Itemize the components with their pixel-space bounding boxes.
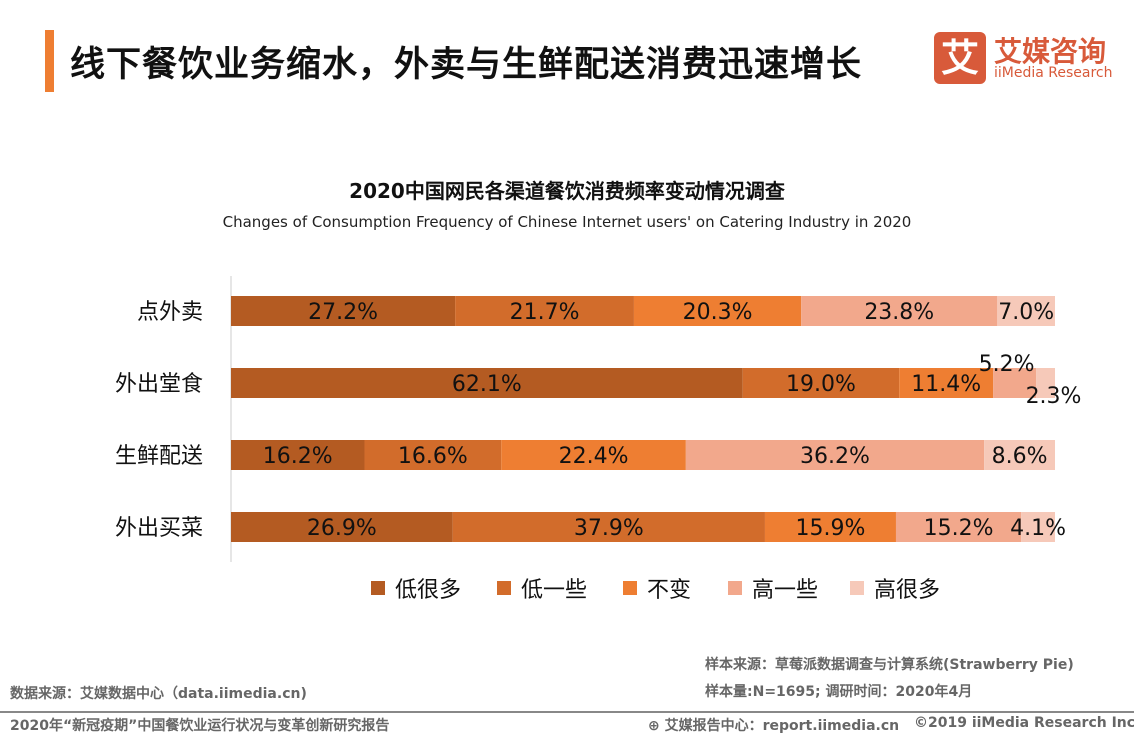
bar-segment (231, 440, 365, 470)
data-label: 23.8% (864, 300, 934, 325)
chart-subtitle: Changes of Consumption Frequency of Chin… (222, 213, 912, 231)
bar-segment (455, 296, 634, 326)
legend-label: 低很多 (395, 578, 461, 603)
report-center-link[interactable]: 艾媒报告中心：report.iimedia.cn (664, 718, 900, 734)
bar-segment (685, 440, 985, 470)
data-label: 8.6% (992, 444, 1048, 469)
report-center: ⊕ 艾媒报告中心：report.iimedia.cn (648, 715, 899, 735)
bar-segment (231, 368, 743, 398)
iimedia-logo: 艾 艾媒咨询 iiMedia Research (934, 32, 1114, 84)
legend-swatch (497, 581, 511, 595)
category-label: 外出堂食 (115, 372, 203, 397)
logo-cn: 艾媒咨询 (994, 35, 1107, 68)
data-label: 20.3% (683, 300, 753, 325)
data-label: 26.9% (307, 516, 377, 541)
bar-segment (1036, 368, 1055, 398)
category-label: 生鲜配送 (115, 444, 203, 469)
title-accent-bar (45, 30, 54, 92)
logo-mark: 艾 (934, 32, 986, 84)
bar-segment (1021, 512, 1055, 542)
legend-label: 高一些 (752, 578, 818, 603)
data-label: 37.9% (574, 516, 644, 541)
logo-en: iiMedia Research (994, 65, 1113, 81)
bar-segment (764, 512, 896, 542)
bar-segment (899, 368, 994, 398)
data-label: 11.4% (911, 372, 981, 397)
data-label: 27.2% (308, 300, 378, 325)
legend-swatch (728, 581, 742, 595)
bar-segment (231, 512, 453, 542)
bar-segment (993, 368, 1037, 398)
bar-segment (452, 512, 765, 542)
data-label: 19.0% (786, 372, 856, 397)
data-label: 2.3% (1026, 384, 1082, 409)
data-label: 4.1% (1010, 516, 1066, 541)
bar-segment (364, 440, 502, 470)
chart-title: 2020中国网民各渠道餐饮消费频率变动情况调查 (349, 179, 785, 203)
data-source: 数据来源：艾媒数据中心（data.iimedia.cn) (10, 686, 307, 702)
category-label: 外出买菜 (115, 516, 203, 541)
sample-size: 样本量:N=1695; 调研时间：2020年4月 (705, 684, 973, 700)
sample-source: 样本来源：草莓派数据调查与计算系统(Strawberry Pie) (705, 657, 1074, 673)
category-label: 点外卖 (137, 300, 203, 325)
bar-segment (231, 296, 456, 326)
bar-segment (501, 440, 686, 470)
data-label: 16.6% (398, 444, 468, 469)
data-label: 22.4% (559, 444, 629, 469)
data-label: 21.7% (510, 300, 580, 325)
page-title: 线下餐饮业务缩水，外卖与生鲜配送消费迅速增长 (70, 45, 863, 85)
legend-label: 高很多 (874, 578, 940, 603)
data-label: 62.1% (452, 372, 522, 397)
data-label: 16.2% (263, 444, 333, 469)
copyright: ©2019 iiMedia Research Inc (914, 715, 1134, 731)
bar-segment (742, 368, 900, 398)
legend-label: 低一些 (521, 578, 587, 603)
legend-label: 不变 (647, 578, 691, 603)
legend-swatch (623, 581, 637, 595)
bar-segment (801, 296, 998, 326)
legend-swatch (371, 581, 385, 595)
bar-segment (984, 440, 1055, 470)
data-label: 5.2% (979, 352, 1035, 377)
report-title: 2020年“新冠疫期”中国餐饮业运行状况与变革创新研究报告 (10, 718, 390, 734)
data-label: 7.0% (998, 300, 1054, 325)
bar-segment (895, 512, 1022, 542)
data-label: 36.2% (800, 444, 870, 469)
legend-swatch (850, 581, 864, 595)
data-label: 15.2% (924, 516, 994, 541)
bar-segment (997, 296, 1055, 326)
globe-icon: ⊕ (648, 718, 660, 734)
footer-divider (0, 711, 1134, 713)
data-label: 15.9% (796, 516, 866, 541)
bar-segment (633, 296, 802, 326)
